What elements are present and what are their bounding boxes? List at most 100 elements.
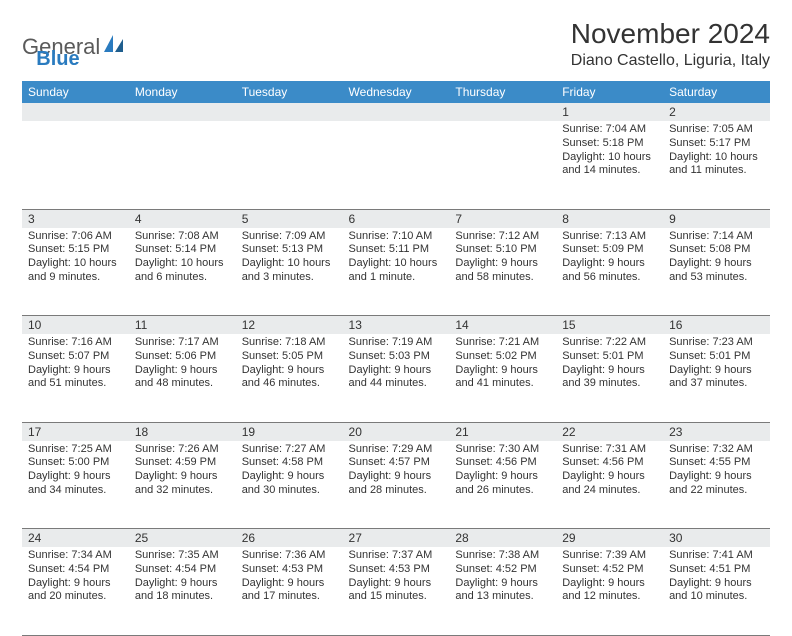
day1-text: Daylight: 10 hours xyxy=(28,257,123,271)
sunset-text: Sunset: 4:54 PM xyxy=(28,563,123,577)
sunset-text: Sunset: 5:14 PM xyxy=(135,243,230,257)
day2-text: and 30 minutes. xyxy=(242,484,337,498)
day-of-week-row: SundayMondayTuesdayWednesdayThursdayFrid… xyxy=(22,81,770,103)
calendar-cell xyxy=(236,121,343,209)
calendar-cell: Sunrise: 7:34 AMSunset: 4:54 PMDaylight:… xyxy=(22,547,129,635)
day2-text: and 13 minutes. xyxy=(455,590,550,604)
calendar-cell: Sunrise: 7:22 AMSunset: 5:01 PMDaylight:… xyxy=(556,334,663,422)
day1-text: Daylight: 9 hours xyxy=(349,577,444,591)
sunset-text: Sunset: 5:06 PM xyxy=(135,350,230,364)
sunset-text: Sunset: 5:00 PM xyxy=(28,456,123,470)
day-number xyxy=(129,103,236,121)
calendar-cell xyxy=(343,121,450,209)
day2-text: and 3 minutes. xyxy=(242,271,337,285)
calendar-cell: Sunrise: 7:04 AMSunset: 5:18 PMDaylight:… xyxy=(556,121,663,209)
sunset-text: Sunset: 4:57 PM xyxy=(349,456,444,470)
sunset-text: Sunset: 5:01 PM xyxy=(562,350,657,364)
sunset-text: Sunset: 5:08 PM xyxy=(669,243,764,257)
sunrise-text: Sunrise: 7:30 AM xyxy=(455,443,550,457)
day1-text: Daylight: 10 hours xyxy=(135,257,230,271)
calendar-cell: Sunrise: 7:32 AMSunset: 4:55 PMDaylight:… xyxy=(663,441,770,529)
sunrise-text: Sunrise: 7:19 AM xyxy=(349,336,444,350)
calendar-body: 12Sunrise: 7:04 AMSunset: 5:18 PMDayligh… xyxy=(22,103,770,635)
day1-text: Daylight: 9 hours xyxy=(562,470,657,484)
day2-text: and 37 minutes. xyxy=(669,377,764,391)
sunrise-text: Sunrise: 7:12 AM xyxy=(455,230,550,244)
header: General Blue November 2024 Diano Castell… xyxy=(22,18,770,71)
calendar-cell: Sunrise: 7:09 AMSunset: 5:13 PMDaylight:… xyxy=(236,228,343,316)
page: General Blue November 2024 Diano Castell… xyxy=(0,0,792,612)
day2-text: and 48 minutes. xyxy=(135,377,230,391)
sunrise-text: Sunrise: 7:38 AM xyxy=(455,549,550,563)
calendar-table: SundayMondayTuesdayWednesdayThursdayFrid… xyxy=(22,81,770,636)
day1-text: Daylight: 9 hours xyxy=(28,577,123,591)
day1-text: Daylight: 10 hours xyxy=(242,257,337,271)
sunset-text: Sunset: 5:10 PM xyxy=(455,243,550,257)
day-number: 3 xyxy=(22,209,129,228)
sunrise-text: Sunrise: 7:04 AM xyxy=(562,123,657,137)
day1-text: Daylight: 9 hours xyxy=(562,577,657,591)
sunrise-text: Sunrise: 7:32 AM xyxy=(669,443,764,457)
calendar-cell: Sunrise: 7:06 AMSunset: 5:15 PMDaylight:… xyxy=(22,228,129,316)
calendar-cell: Sunrise: 7:21 AMSunset: 5:02 PMDaylight:… xyxy=(449,334,556,422)
day-number xyxy=(449,103,556,121)
day-number: 13 xyxy=(343,316,450,335)
day1-text: Daylight: 9 hours xyxy=(562,257,657,271)
calendar-cell: Sunrise: 7:37 AMSunset: 4:53 PMDaylight:… xyxy=(343,547,450,635)
calendar-week: Sunrise: 7:16 AMSunset: 5:07 PMDaylight:… xyxy=(22,334,770,422)
day2-text: and 12 minutes. xyxy=(562,590,657,604)
sunset-text: Sunset: 5:17 PM xyxy=(669,137,764,151)
sunset-text: Sunset: 4:52 PM xyxy=(562,563,657,577)
calendar-cell: Sunrise: 7:38 AMSunset: 4:52 PMDaylight:… xyxy=(449,547,556,635)
sunrise-text: Sunrise: 7:34 AM xyxy=(28,549,123,563)
day-number: 28 xyxy=(449,529,556,548)
day1-text: Daylight: 9 hours xyxy=(349,364,444,378)
calendar-cell: Sunrise: 7:12 AMSunset: 5:10 PMDaylight:… xyxy=(449,228,556,316)
day2-text: and 17 minutes. xyxy=(242,590,337,604)
day2-text: and 39 minutes. xyxy=(562,377,657,391)
day-of-week-header: Thursday xyxy=(449,81,556,103)
day-number: 24 xyxy=(22,529,129,548)
sunrise-text: Sunrise: 7:16 AM xyxy=(28,336,123,350)
day1-text: Daylight: 9 hours xyxy=(242,470,337,484)
sunrise-text: Sunrise: 7:31 AM xyxy=(562,443,657,457)
day2-text: and 41 minutes. xyxy=(455,377,550,391)
day-number: 16 xyxy=(663,316,770,335)
day2-text: and 58 minutes. xyxy=(455,271,550,285)
sunrise-text: Sunrise: 7:06 AM xyxy=(28,230,123,244)
calendar-week: Sunrise: 7:34 AMSunset: 4:54 PMDaylight:… xyxy=(22,547,770,635)
day-number: 30 xyxy=(663,529,770,548)
day2-text: and 34 minutes. xyxy=(28,484,123,498)
day1-text: Daylight: 9 hours xyxy=(669,470,764,484)
day-of-week-header: Wednesday xyxy=(343,81,450,103)
day1-text: Daylight: 9 hours xyxy=(28,364,123,378)
calendar-cell: Sunrise: 7:41 AMSunset: 4:51 PMDaylight:… xyxy=(663,547,770,635)
day-number: 26 xyxy=(236,529,343,548)
day2-text: and 6 minutes. xyxy=(135,271,230,285)
sunset-text: Sunset: 4:58 PM xyxy=(242,456,337,470)
day2-text: and 10 minutes. xyxy=(669,590,764,604)
sunset-text: Sunset: 5:11 PM xyxy=(349,243,444,257)
sunset-text: Sunset: 5:05 PM xyxy=(242,350,337,364)
sunrise-text: Sunrise: 7:21 AM xyxy=(455,336,550,350)
day-number: 17 xyxy=(22,422,129,441)
day2-text: and 46 minutes. xyxy=(242,377,337,391)
sunrise-text: Sunrise: 7:41 AM xyxy=(669,549,764,563)
sunset-text: Sunset: 5:01 PM xyxy=(669,350,764,364)
sail-icon xyxy=(104,35,124,58)
sunrise-text: Sunrise: 7:23 AM xyxy=(669,336,764,350)
day1-text: Daylight: 9 hours xyxy=(349,470,444,484)
calendar-cell: Sunrise: 7:10 AMSunset: 5:11 PMDaylight:… xyxy=(343,228,450,316)
day2-text: and 56 minutes. xyxy=(562,271,657,285)
day2-text: and 32 minutes. xyxy=(135,484,230,498)
day1-text: Daylight: 9 hours xyxy=(455,364,550,378)
calendar-cell: Sunrise: 7:16 AMSunset: 5:07 PMDaylight:… xyxy=(22,334,129,422)
sunrise-text: Sunrise: 7:14 AM xyxy=(669,230,764,244)
day2-text: and 28 minutes. xyxy=(349,484,444,498)
day-number: 10 xyxy=(22,316,129,335)
day1-text: Daylight: 9 hours xyxy=(242,577,337,591)
day1-text: Daylight: 9 hours xyxy=(242,364,337,378)
calendar-cell xyxy=(129,121,236,209)
day1-text: Daylight: 9 hours xyxy=(455,577,550,591)
day-number: 29 xyxy=(556,529,663,548)
